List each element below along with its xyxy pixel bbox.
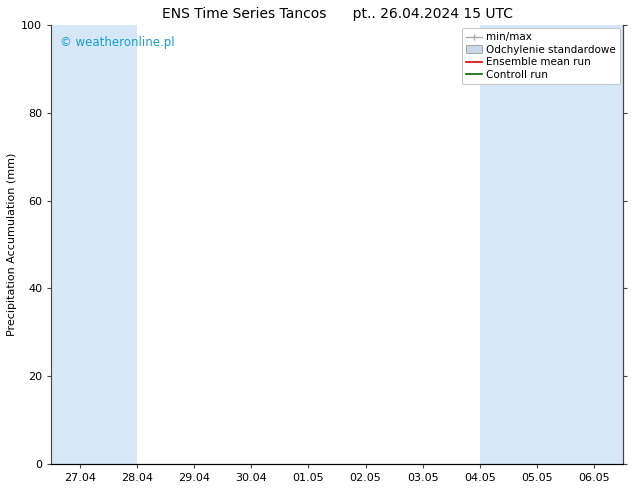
Legend: min/max, Odchylenie standardowe, Ensemble mean run, Controll run: min/max, Odchylenie standardowe, Ensembl… (462, 28, 620, 84)
Bar (480, 25, 537, 464)
Bar (51, 25, 137, 464)
Text: © weatheronline.pl: © weatheronline.pl (60, 36, 174, 49)
Bar (194, 25, 480, 464)
Bar (594, 25, 623, 464)
Bar (137, 25, 194, 464)
Bar (537, 25, 594, 464)
Y-axis label: Precipitation Accumulation (mm): Precipitation Accumulation (mm) (7, 153, 17, 336)
Title: ENS Time Series Tancos      pt.. 26.04.2024 15 UTC: ENS Time Series Tancos pt.. 26.04.2024 1… (162, 7, 512, 21)
